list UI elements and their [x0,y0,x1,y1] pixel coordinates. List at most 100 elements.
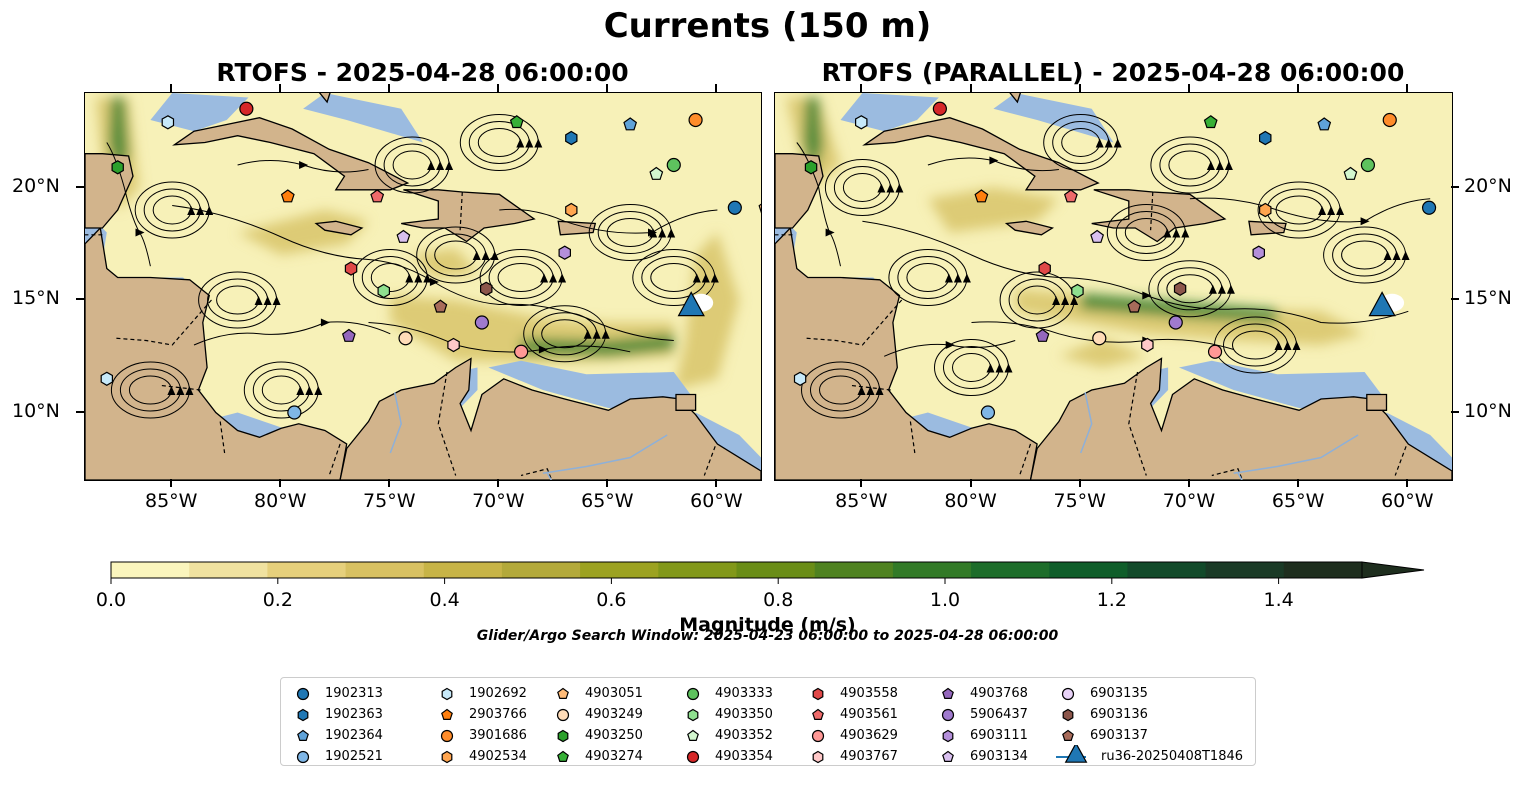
legend-entry-1902313: 1902313 [291,684,491,704]
colorbar-segment [892,562,972,578]
legend-label: 6903137 [1090,728,1148,743]
float-4903768-marker [341,328,356,342]
legend-marker [687,708,699,722]
flow-arrow [692,273,701,283]
flow-arrow [405,273,414,283]
legend-circle-icon [440,729,454,743]
legend-entry-1902363: 1902363 [291,705,491,725]
legend-label: 6903136 [1090,707,1148,722]
legend-marker [811,729,825,743]
lon-tick-label: 75°W [1053,490,1106,512]
float-4903350-marker [377,283,390,299]
float-2903766-marker [974,189,989,203]
land-puerto-rico [557,220,597,236]
land-south-america [1029,357,1452,480]
float-1902364-marker [1317,117,1332,131]
legend-marker [557,687,569,699]
legend-entry-5906437: 5906437 [936,705,1136,725]
legend-circle-icon [686,750,700,764]
right-panel-title: RTOFS (PARALLEL) - 2025-04-28 06:00:00 [821,58,1405,87]
legend-marker [1062,729,1074,741]
lat-tick-label: 10°N [12,399,60,422]
flow-arrow [481,251,490,260]
legend-label: ru36-20250408T1846 [1101,749,1244,764]
lon-tick-mark [1406,84,1409,92]
flow-arrow [305,386,314,395]
legend-entry-4903558: 4903558 [806,684,1006,704]
legend-hexagon-icon [942,729,954,743]
flow-arrow [857,386,866,395]
right-current-map[interactable] [774,92,1453,481]
float-6903111-marker [1252,245,1265,260]
legend-label: 1902313 [325,686,383,701]
lon-tick-label: 80°W [254,490,307,512]
legend-hexagon-icon [297,708,309,722]
lon-tick-mark [497,84,500,92]
flow-arrow [1224,161,1233,170]
colorbar: 0.0 0.2 0.4 0.6 0.8 1.0 1.2 1.4 [96,561,1425,610]
river [1079,392,1093,454]
float-5906437-marker [1168,315,1183,330]
legend-pentagon-icon [812,708,824,720]
legend-circle-icon [1061,687,1075,701]
flow-arrow [701,273,710,283]
legend-marker [440,729,454,743]
lon-tick-mark [170,84,173,92]
flow-arrow [1052,296,1061,305]
float-6903134-marker [396,229,411,243]
legend-label: 4903051 [585,686,643,701]
flow-arrow [1104,138,1113,148]
lon-tick-mark [170,479,173,487]
land-central-america [775,226,1038,480]
river [542,434,668,475]
flow-arrow [1318,206,1327,215]
flow-arrow [866,386,875,395]
legend-label: 1902364 [325,728,383,743]
legend-pentagon-icon [942,687,954,699]
legend-entry-4903768: 4903768 [936,684,1136,704]
float-4903249-marker [398,331,413,346]
lon-tick-mark [1187,479,1190,487]
legend-entry-6903111: 6903111 [936,726,1136,746]
legend-entry-1902692: 1902692 [435,684,635,704]
right-map-canvas [775,93,1452,480]
country-border [1150,191,1154,231]
legend-circle-icon [811,729,825,743]
legend-label: 3901686 [469,728,527,743]
river [546,472,553,480]
legend-entry-4903561: 4903561 [806,705,1006,725]
lon-tick-mark [969,479,972,487]
lon-tick-mark [1187,84,1190,92]
float-4903768-marker [1035,328,1050,342]
legend-label: 2903766 [469,707,527,722]
country-border [703,446,716,476]
legend-marker [941,708,955,722]
lat-tick-label: 20°N [12,174,60,197]
legend-circle-icon [686,687,700,701]
legend-entry-2903766: 2903766 [435,705,635,725]
flow-arrow [296,386,305,395]
left-panel-title: RTOFS - 2025-04-28 06:00:00 [216,58,629,87]
flow-arrow [986,363,995,373]
legend-label: 6903134 [970,749,1028,764]
flow-arrow [534,138,543,148]
land-trinidad [675,393,697,411]
legend-hexagon-icon [687,708,699,722]
float-1902363-marker [565,130,578,146]
legend-label: 4903354 [715,749,773,764]
legend-entry-4903350: 4903350 [681,705,881,725]
legend-entry-6903137: 6903137 [1056,726,1256,746]
legend-marker [441,750,453,764]
colorbar-tick-label: 0.0 [96,589,126,610]
land-cuba [862,117,1100,191]
float-1902313-marker [1421,200,1437,215]
legend-marker [296,687,310,701]
colorbar-segment [423,562,503,578]
flow-arrow [205,206,214,215]
lon-tick-label: 65°W [1271,490,1325,512]
left-current-map[interactable] [84,92,762,481]
legend-pentagon-icon [557,750,569,762]
float-4903354-marker [239,101,254,116]
float-1902692-marker [100,371,113,386]
search-window-caption: Glider/Argo Search Window: 2025-04-23 06… [476,628,1059,644]
